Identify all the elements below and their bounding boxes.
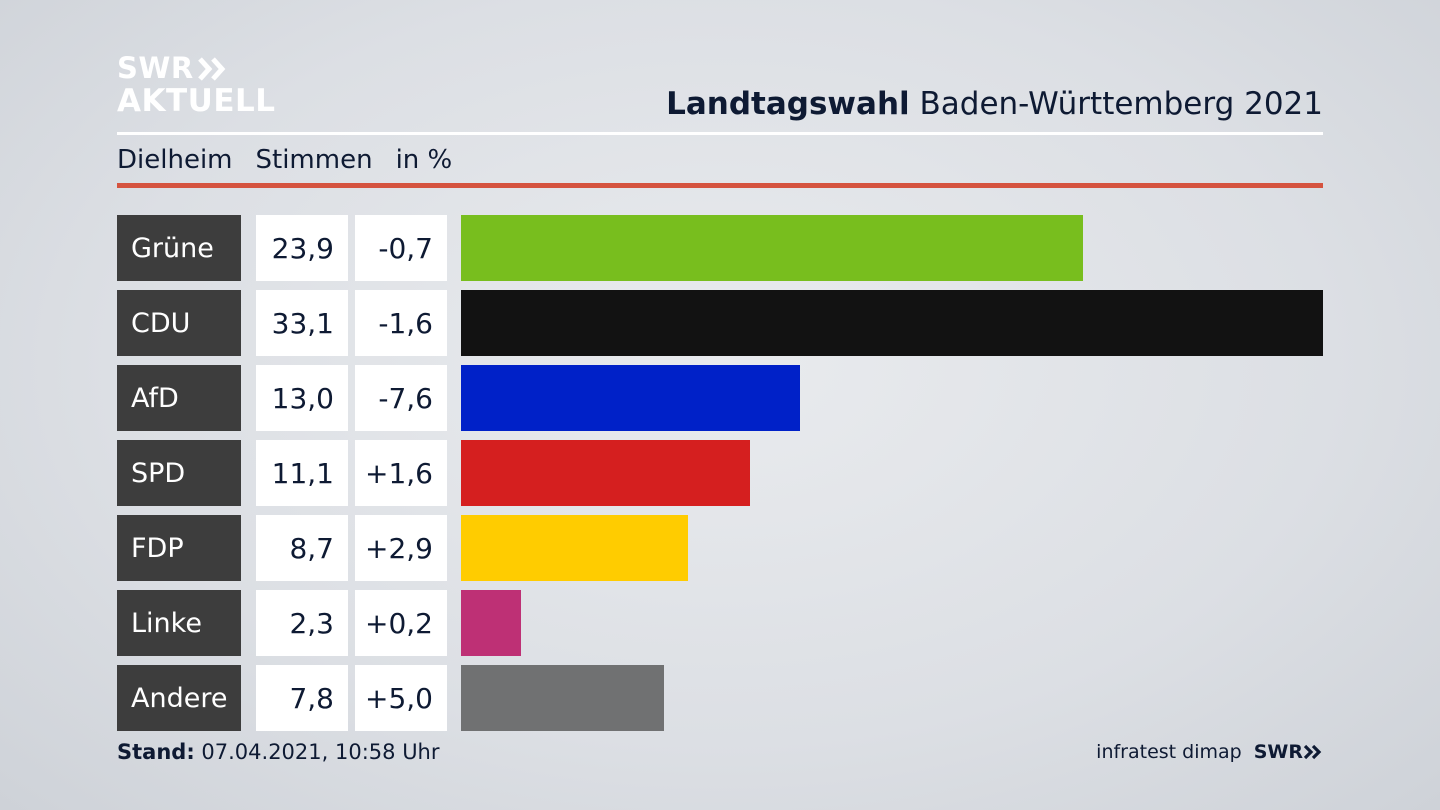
bar-row: AfD 13,0 -7,6 xyxy=(117,365,1323,431)
vote-share-value: 2,3 xyxy=(256,590,348,656)
bar xyxy=(461,215,1083,281)
title-bold: Landtagswahl xyxy=(666,86,910,122)
vote-share-value: 11,1 xyxy=(256,440,348,506)
vote-share-value: 23,9 xyxy=(256,215,348,281)
source-credit: infratest dimap SWR xyxy=(1096,741,1323,763)
swr-aktuell-logo: SWR AKTUELL xyxy=(117,54,276,117)
subheader: Dielheim Stimmen in % xyxy=(117,145,452,175)
party-label: FDP xyxy=(117,515,241,581)
vote-change-value: +5,0 xyxy=(355,665,447,731)
double-chevron-right-icon xyxy=(1303,744,1322,760)
vote-share-value: 8,7 xyxy=(256,515,348,581)
vote-change-value: +0,2 xyxy=(355,590,447,656)
title-rest: Baden-Württemberg 2021 xyxy=(919,86,1323,122)
header-divider xyxy=(117,132,1323,135)
bar xyxy=(461,665,664,731)
accent-divider xyxy=(117,183,1323,188)
place-name: Dielheim xyxy=(117,145,233,175)
vote-change-value: +1,6 xyxy=(355,440,447,506)
page-title: Landtagswahl Baden-Württemberg 2021 xyxy=(666,86,1323,122)
vote-change-value: -1,6 xyxy=(355,290,447,356)
double-chevron-right-icon xyxy=(197,56,226,81)
bar-row: CDU 33,1 -1,6 xyxy=(117,290,1323,356)
bar xyxy=(461,440,750,506)
vote-share-value: 13,0 xyxy=(256,365,348,431)
bar-row: Andere 7,8 +5,0 xyxy=(117,665,1323,731)
party-label: Linke xyxy=(117,590,241,656)
swr-small-logo-text: SWR xyxy=(1253,741,1303,763)
bar-row: SPD 11,1 +1,6 xyxy=(117,440,1323,506)
bar-row: Linke 2,3 +0,2 xyxy=(117,590,1323,656)
bar-row: Grüne 23,9 -0,7 xyxy=(117,215,1323,281)
timestamp: Stand: 07.04.2021, 10:58 Uhr xyxy=(117,740,440,764)
bar xyxy=(461,365,800,431)
bar xyxy=(461,290,1323,356)
vote-change-value: -7,6 xyxy=(355,365,447,431)
swr-small-logo: SWR xyxy=(1254,741,1323,763)
logo-line2: AKTUELL xyxy=(117,83,276,119)
column-votes-label: Stimmen xyxy=(255,145,373,175)
vote-share-value: 7,8 xyxy=(256,665,348,731)
party-label: AfD xyxy=(117,365,241,431)
bar-row: FDP 8,7 +2,9 xyxy=(117,515,1323,581)
vote-share-value: 33,1 xyxy=(256,290,348,356)
stand-value: 07.04.2021, 10:58 Uhr xyxy=(201,740,440,764)
party-label: Andere xyxy=(117,665,241,731)
bar xyxy=(461,515,688,581)
stand-label: Stand: xyxy=(117,740,195,764)
vote-change-value: +2,9 xyxy=(355,515,447,581)
vote-change-value: -0,7 xyxy=(355,215,447,281)
source-name: infratest dimap xyxy=(1096,741,1242,763)
party-label: Grüne xyxy=(117,215,241,281)
party-label: CDU xyxy=(117,290,241,356)
logo-line1: SWR xyxy=(117,51,194,85)
party-label: SPD xyxy=(117,440,241,506)
bar xyxy=(461,590,521,656)
column-unit-label: in % xyxy=(395,145,453,175)
